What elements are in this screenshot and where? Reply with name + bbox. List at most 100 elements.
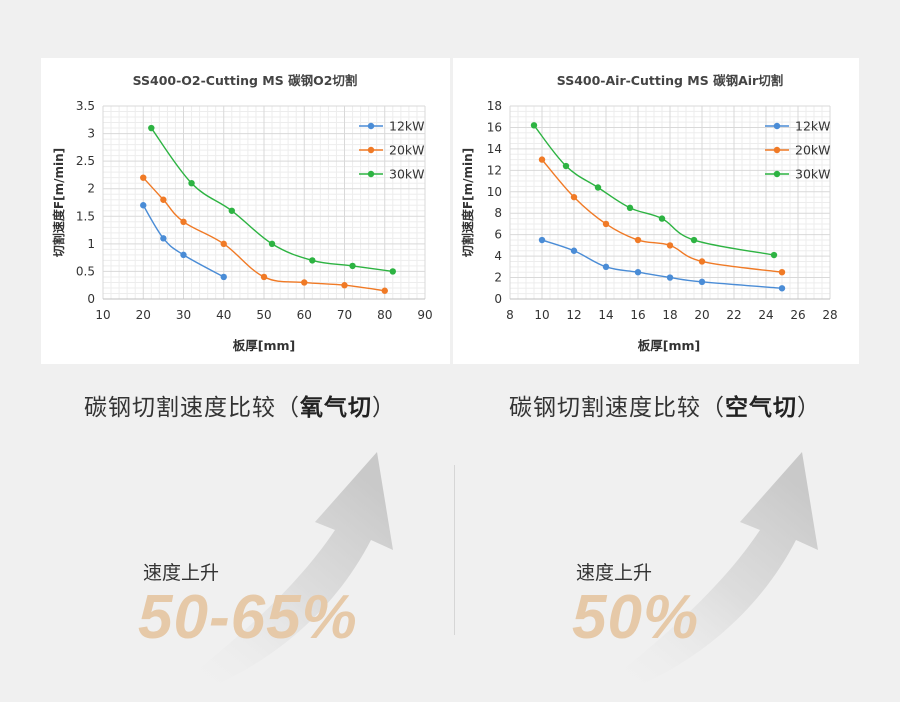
data-point-30kW [268, 240, 276, 248]
oxygen-cutting-chart-panel: SS400-O2-Cutting MS 碳钢O2切割 10 20 30 40 50 60 70… [41, 58, 450, 364]
data-point-20kW [341, 282, 348, 289]
x-tick-label: 10 [95, 308, 110, 322]
speedup-value-right: 50% [572, 583, 700, 652]
caption-method: 空气切 [725, 395, 797, 421]
legend-marker-20kW [773, 146, 781, 154]
caption-suffix: ） [797, 395, 821, 421]
x-tick-label: 12 [566, 308, 581, 322]
x-tick-label: 8 [506, 308, 514, 322]
y-tick-label: 2 [494, 271, 502, 285]
data-point-30kW [690, 236, 698, 244]
x-tick-label: 80 [377, 308, 392, 322]
y-tick-label: 0.5 [76, 264, 95, 278]
x-tick-label: 24 [758, 308, 773, 322]
oxygen-comparison-caption: 碳钢切割速度比较（氧气切） [15, 388, 465, 422]
speedup-label-left: 速度上升 [143, 562, 220, 584]
x-axis-label: 板厚[mm] [233, 338, 295, 353]
y-tick-label: 8 [494, 206, 502, 220]
legend-marker-12kW [773, 122, 781, 130]
x-tick-label: 20 [136, 308, 151, 322]
data-point-30kW [188, 180, 195, 187]
data-point-20kW [570, 193, 578, 201]
y-tick-label: 3 [87, 127, 95, 141]
data-point-30kW [309, 257, 316, 264]
data-point-30kW [562, 162, 570, 170]
data-point-12kW [140, 202, 147, 209]
data-point-30kW [148, 124, 155, 132]
x-tick-label: 50 [256, 308, 271, 322]
data-point-30kW [389, 268, 396, 275]
legend-label-12kW: 12kW [795, 119, 831, 134]
data-point-30kW [530, 122, 538, 129]
data-point-12kW [538, 236, 546, 244]
data-point-30kW [626, 204, 634, 212]
legend-marker-20kW [367, 146, 375, 154]
data-point-20kW [381, 287, 388, 294]
data-point-20kW [140, 174, 147, 181]
data-point-12kW [570, 247, 578, 254]
data-point-20kW [301, 279, 308, 286]
y-axis-label: 切割速度F[m/min] [51, 148, 66, 257]
y-tick-label: 2.5 [76, 154, 95, 168]
y-tick-label: 0 [494, 292, 502, 306]
x-tick-label: 16 [630, 308, 645, 322]
y-tick-label: 6 [494, 228, 502, 242]
data-point-20kW [160, 196, 167, 203]
data-point-20kW [538, 156, 546, 163]
legend-marker-30kW [367, 170, 375, 178]
data-point-12kW [602, 263, 610, 271]
rising-arrow-icon-left [185, 452, 393, 690]
legend-marker-12kW [367, 122, 375, 130]
x-tick-label: 70 [337, 308, 352, 322]
chart-title: SS400-Air-Cutting MS 碳钢Air切割 [557, 73, 783, 88]
x-tick-label: 22 [726, 308, 741, 322]
series-line-12kW [142, 204, 225, 278]
data-point-20kW [602, 220, 610, 228]
y-tick-label: 1.5 [76, 209, 95, 223]
data-point-30kW [658, 215, 666, 222]
data-point-12kW [778, 285, 786, 292]
x-tick-label: 30 [176, 308, 191, 322]
legend-label-30kW: 30kW [795, 167, 831, 182]
caption-suffix: ） [372, 395, 396, 421]
x-tick-label: 20 [694, 308, 709, 322]
air-cutting-chart-panel: SS400-Air-Cutting MS 碳钢Air切割 8 10 12 14 16 18 2… [453, 58, 859, 364]
x-tick-label: 14 [598, 308, 613, 322]
data-point-30kW [770, 251, 778, 259]
data-point-12kW [220, 273, 227, 281]
caption-prefix: 碳钢切割速度比较（ [509, 395, 725, 421]
y-tick-label: 10 [487, 185, 502, 199]
x-tick-label: 28 [822, 308, 837, 322]
data-point-12kW [634, 268, 642, 276]
legend-label-30kW: 30kW [389, 167, 425, 182]
y-tick-label: 0 [87, 292, 95, 306]
data-point-12kW [666, 274, 674, 281]
y-axis-label: 切割速度F[m/min] [460, 148, 475, 257]
data-point-30kW [228, 207, 235, 214]
x-tick-label: 10 [534, 308, 549, 322]
data-point-12kW [160, 235, 167, 242]
y-tick-label: 18 [487, 99, 502, 113]
data-point-20kW [698, 258, 706, 265]
legend-label-20kW: 20kW [795, 143, 831, 158]
data-point-30kW [594, 184, 602, 191]
y-tick-label: 12 [487, 163, 502, 177]
data-point-20kW [260, 273, 268, 281]
x-tick-label: 90 [417, 308, 432, 322]
air-cutting-chart: SS400-Air-Cutting MS 碳钢Air切割 8 10 12 14 16 18 2… [460, 73, 838, 353]
section-divider [454, 465, 455, 635]
data-point-20kW [666, 242, 674, 249]
air-comparison-caption: 碳钢切割速度比较（空气切） [440, 388, 890, 422]
y-tick-label: 4 [494, 249, 502, 263]
x-tick-label: 40 [216, 308, 231, 322]
caption-prefix: 碳钢切割速度比较（ [84, 395, 300, 421]
x-tick-label: 60 [297, 308, 312, 322]
x-tick-label: 26 [790, 308, 805, 322]
data-point-12kW [698, 278, 706, 286]
y-tick-label: 16 [487, 120, 502, 134]
legend-marker-30kW [773, 170, 781, 178]
y-tick-label: 14 [487, 142, 502, 156]
data-point-20kW [220, 240, 227, 248]
chart-title: SS400-O2-Cutting MS 碳钢O2切割 [133, 73, 358, 88]
